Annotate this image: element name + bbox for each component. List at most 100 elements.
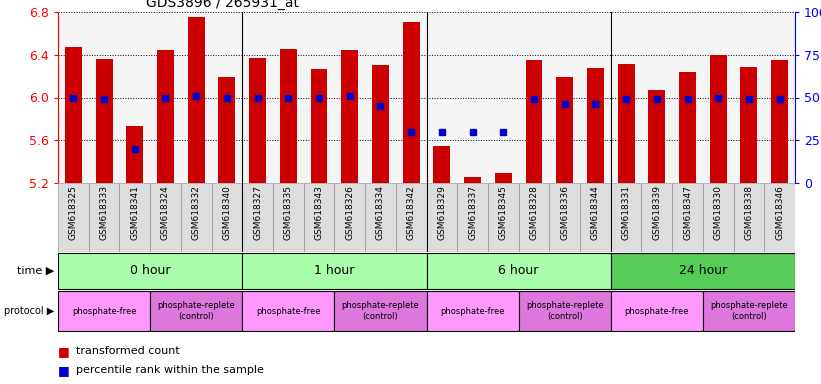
Bar <box>771 60 788 183</box>
Bar <box>741 66 758 183</box>
FancyBboxPatch shape <box>672 183 703 252</box>
FancyBboxPatch shape <box>273 183 304 252</box>
FancyBboxPatch shape <box>549 183 580 252</box>
FancyBboxPatch shape <box>334 183 365 252</box>
Text: ■: ■ <box>58 364 70 377</box>
FancyBboxPatch shape <box>365 183 396 252</box>
Text: 6 hour: 6 hour <box>498 265 539 278</box>
FancyBboxPatch shape <box>242 291 334 331</box>
Text: GSM618345: GSM618345 <box>499 185 507 240</box>
Text: GSM618327: GSM618327 <box>253 185 262 240</box>
FancyBboxPatch shape <box>457 183 488 252</box>
FancyBboxPatch shape <box>611 253 795 289</box>
FancyBboxPatch shape <box>150 291 242 331</box>
Text: phosphate-replete
(control): phosphate-replete (control) <box>158 301 235 321</box>
Text: GSM618344: GSM618344 <box>591 185 600 240</box>
Text: GSM618340: GSM618340 <box>222 185 232 240</box>
FancyBboxPatch shape <box>150 183 181 252</box>
Bar <box>525 60 543 183</box>
FancyBboxPatch shape <box>242 253 426 289</box>
Text: percentile rank within the sample: percentile rank within the sample <box>76 366 264 376</box>
Bar <box>710 55 727 183</box>
Bar <box>188 17 204 183</box>
Bar <box>495 174 511 183</box>
Text: GSM618338: GSM618338 <box>745 185 754 240</box>
Bar <box>464 177 481 183</box>
Bar <box>95 59 112 183</box>
Bar <box>310 69 328 183</box>
FancyBboxPatch shape <box>580 183 611 252</box>
Text: phosphate-free: phosphate-free <box>625 306 689 316</box>
FancyBboxPatch shape <box>334 291 426 331</box>
FancyBboxPatch shape <box>519 183 549 252</box>
Text: 0 hour: 0 hour <box>130 265 171 278</box>
Text: GSM618341: GSM618341 <box>131 185 140 240</box>
Bar <box>433 146 450 183</box>
Bar <box>617 65 635 183</box>
Bar <box>126 126 143 183</box>
Bar <box>280 50 296 183</box>
FancyBboxPatch shape <box>304 183 334 252</box>
FancyBboxPatch shape <box>703 291 795 331</box>
FancyBboxPatch shape <box>764 183 795 252</box>
Bar <box>157 50 174 183</box>
Text: phosphate-replete
(control): phosphate-replete (control) <box>525 301 603 321</box>
Bar <box>218 77 236 183</box>
FancyBboxPatch shape <box>488 183 519 252</box>
Text: GSM618332: GSM618332 <box>191 185 200 240</box>
FancyBboxPatch shape <box>426 253 611 289</box>
FancyBboxPatch shape <box>119 183 150 252</box>
FancyBboxPatch shape <box>734 183 764 252</box>
Bar <box>587 68 603 183</box>
Text: GSM618334: GSM618334 <box>376 185 385 240</box>
FancyBboxPatch shape <box>212 183 242 252</box>
Bar <box>403 22 420 183</box>
Bar <box>557 77 573 183</box>
FancyBboxPatch shape <box>242 183 273 252</box>
Text: GSM618324: GSM618324 <box>161 185 170 240</box>
Text: GSM618329: GSM618329 <box>438 185 447 240</box>
Bar <box>372 65 389 183</box>
FancyBboxPatch shape <box>58 253 242 289</box>
Text: GSM618325: GSM618325 <box>69 185 78 240</box>
Text: GDS3896 / 265931_at: GDS3896 / 265931_at <box>146 0 300 10</box>
Text: time ▶: time ▶ <box>16 266 54 276</box>
Text: 1 hour: 1 hour <box>314 265 355 278</box>
Text: transformed count: transformed count <box>76 346 180 356</box>
Text: GSM618335: GSM618335 <box>284 185 293 240</box>
Text: GSM618331: GSM618331 <box>621 185 631 240</box>
FancyBboxPatch shape <box>426 183 457 252</box>
FancyBboxPatch shape <box>703 183 734 252</box>
FancyBboxPatch shape <box>611 291 703 331</box>
Text: phosphate-free: phosphate-free <box>256 306 320 316</box>
Text: phosphate-replete
(control): phosphate-replete (control) <box>710 301 788 321</box>
Text: ■: ■ <box>58 345 70 358</box>
Text: growth protocol ▶: growth protocol ▶ <box>0 306 54 316</box>
Text: GSM618343: GSM618343 <box>314 185 323 240</box>
Bar <box>679 72 696 183</box>
FancyBboxPatch shape <box>58 291 150 331</box>
Text: GSM618339: GSM618339 <box>653 185 661 240</box>
FancyBboxPatch shape <box>611 183 641 252</box>
Text: GSM618346: GSM618346 <box>775 185 784 240</box>
FancyBboxPatch shape <box>89 183 119 252</box>
Text: GSM618337: GSM618337 <box>468 185 477 240</box>
Text: GSM618330: GSM618330 <box>713 185 722 240</box>
Text: 24 hour: 24 hour <box>679 265 727 278</box>
Bar <box>249 58 266 183</box>
FancyBboxPatch shape <box>181 183 212 252</box>
Bar <box>65 47 82 183</box>
Text: GSM618336: GSM618336 <box>560 185 569 240</box>
Text: GSM618342: GSM618342 <box>406 185 415 240</box>
Text: phosphate-free: phosphate-free <box>71 306 136 316</box>
Text: phosphate-replete
(control): phosphate-replete (control) <box>342 301 420 321</box>
Text: GSM618328: GSM618328 <box>530 185 539 240</box>
Text: GSM618326: GSM618326 <box>345 185 354 240</box>
Bar <box>342 50 358 183</box>
Bar <box>649 90 665 183</box>
Text: GSM618333: GSM618333 <box>99 185 108 240</box>
FancyBboxPatch shape <box>641 183 672 252</box>
FancyBboxPatch shape <box>396 183 426 252</box>
FancyBboxPatch shape <box>519 291 611 331</box>
Text: phosphate-free: phosphate-free <box>440 306 505 316</box>
